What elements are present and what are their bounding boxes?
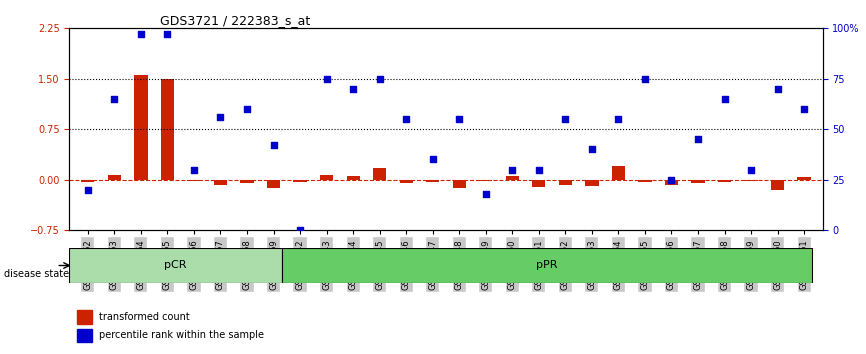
Bar <box>771 180 785 190</box>
Point <box>559 116 572 122</box>
Bar <box>81 180 94 182</box>
Bar <box>399 180 413 183</box>
Point <box>107 96 121 102</box>
Point <box>187 167 201 172</box>
Point <box>399 116 413 122</box>
Text: pPR: pPR <box>536 261 558 270</box>
Point <box>267 143 281 148</box>
FancyBboxPatch shape <box>69 248 281 283</box>
Point <box>452 116 466 122</box>
Bar <box>241 180 254 183</box>
Point <box>240 106 254 112</box>
Bar <box>161 79 174 180</box>
Point <box>506 167 520 172</box>
Point <box>691 137 705 142</box>
Bar <box>373 167 386 180</box>
Point <box>532 167 546 172</box>
Text: transformed count: transformed count <box>100 312 191 322</box>
Bar <box>638 180 651 182</box>
Bar <box>294 180 307 182</box>
Bar <box>559 180 572 185</box>
Bar <box>798 177 811 180</box>
Bar <box>665 180 678 185</box>
Bar <box>506 176 519 180</box>
Point <box>771 86 785 92</box>
Point <box>585 147 598 152</box>
Point <box>214 114 228 120</box>
Point <box>718 96 732 102</box>
Text: pCR: pCR <box>165 261 187 270</box>
Point <box>664 177 678 183</box>
Point <box>479 191 493 196</box>
Point <box>372 76 386 82</box>
Point <box>346 86 360 92</box>
Bar <box>533 180 546 187</box>
Point <box>294 227 307 233</box>
Point <box>160 32 174 37</box>
Point <box>134 32 148 37</box>
Point <box>638 76 652 82</box>
Point <box>426 157 440 162</box>
Point <box>611 116 625 122</box>
FancyBboxPatch shape <box>281 248 812 283</box>
Bar <box>77 329 92 342</box>
Text: percentile rank within the sample: percentile rank within the sample <box>100 330 264 341</box>
Bar <box>453 180 466 188</box>
Bar <box>320 175 333 180</box>
Point <box>320 76 333 82</box>
Point <box>798 106 811 112</box>
Bar <box>479 180 493 181</box>
Bar <box>77 310 92 324</box>
Bar <box>585 180 598 187</box>
Point <box>744 167 758 172</box>
Bar <box>134 75 147 180</box>
Text: GDS3721 / 222383_s_at: GDS3721 / 222383_s_at <box>159 14 310 27</box>
Bar <box>745 180 758 181</box>
Bar <box>691 180 705 183</box>
Bar <box>214 180 227 185</box>
Bar <box>107 175 121 180</box>
Bar <box>611 166 625 180</box>
Bar <box>346 176 359 180</box>
Point <box>81 187 94 193</box>
Bar <box>426 180 439 182</box>
Bar <box>187 180 201 181</box>
Bar <box>267 180 281 188</box>
Text: disease state: disease state <box>4 269 69 279</box>
Bar <box>718 180 731 182</box>
